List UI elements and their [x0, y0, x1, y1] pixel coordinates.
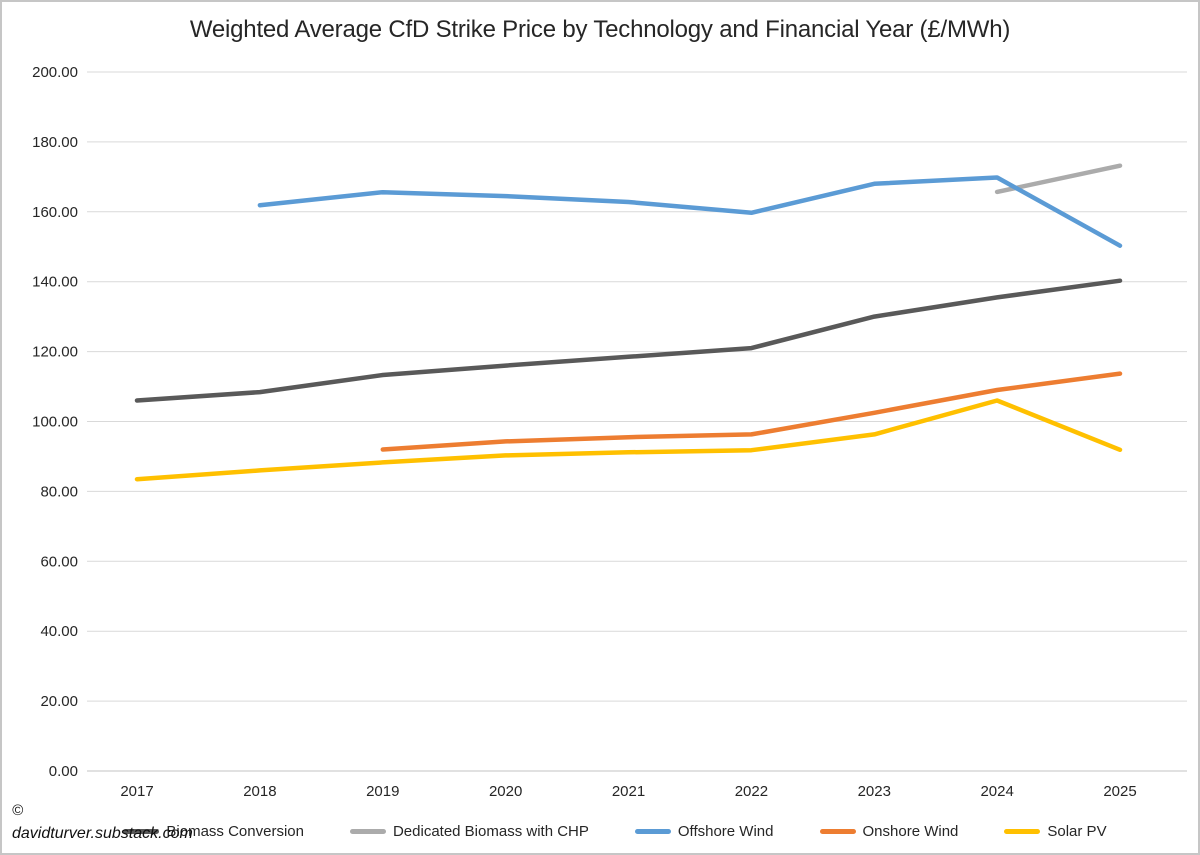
y-tick-label: 100.00	[32, 414, 78, 431]
legend-label: Biomass Conversion	[166, 823, 304, 840]
y-tick-label: 20.00	[40, 693, 78, 710]
series-line-biomass-conversion	[134, 278, 1123, 403]
y-tick-label: 80.00	[40, 483, 78, 500]
y-tick-label: 60.00	[40, 553, 78, 570]
copyright-symbol: ©	[12, 802, 24, 820]
legend-swatch-solar-pv	[1004, 829, 1041, 834]
chart-legend: Biomass Conversion Dedicated Biomass with…	[62, 823, 1168, 840]
series-line-offshore-wind	[257, 175, 1123, 248]
series-line-solar-pv	[134, 398, 1123, 482]
legend-label: Dedicated Biomass with CHP	[392, 823, 589, 840]
legend-label: Solar PV	[1047, 823, 1107, 840]
legend-swatch-dedicated-biomass-with-chp	[349, 829, 386, 834]
y-tick-label: 0.00	[49, 763, 78, 780]
x-tick-label: 2019	[366, 783, 399, 800]
y-tick-label: 120.00	[32, 344, 78, 361]
x-tick-label: 2021	[612, 783, 645, 800]
legend-label: Offshore Wind	[677, 823, 774, 840]
x-tick-label: 2018	[243, 783, 276, 800]
chart-title: Weighted Average CfD Strike Price by Tec…	[189, 16, 1011, 43]
legend-label: Onshore Wind	[862, 823, 959, 840]
y-tick-label: 40.00	[40, 623, 78, 640]
x-tick-label: 2023	[858, 783, 891, 800]
y-tick-label: 200.00	[32, 64, 78, 81]
x-tick-label: 2024	[980, 783, 1013, 800]
watermark: © davidturver.substack.com	[12, 800, 193, 845]
y-tick-label: 140.00	[32, 274, 78, 291]
legend-item-solar-pv: Solar PV	[1004, 823, 1107, 840]
x-tick-label: 2020	[489, 783, 522, 800]
series-line-onshore-wind	[380, 371, 1123, 452]
watermark-site-text: davidturver.substack.com	[12, 824, 193, 842]
x-tick-label: 2025	[1103, 783, 1136, 800]
y-tick-label: 160.00	[32, 204, 78, 221]
x-tick-label: 2022	[735, 783, 768, 800]
legend-item-dedicated-biomass-with-chp: Dedicated Biomass with CHP	[349, 823, 589, 840]
legend-item-biomass-conversion: Biomass Conversion	[123, 823, 304, 840]
legend-item-onshore-wind: Onshore Wind	[819, 823, 959, 840]
legend-swatch-onshore-wind	[819, 829, 856, 834]
legend-item-offshore-wind: Offshore Wind	[634, 823, 774, 840]
y-tick-label: 180.00	[32, 134, 78, 151]
legend-swatch-biomass-conversion	[123, 829, 160, 834]
legend-swatch-offshore-wind	[634, 829, 671, 834]
x-tick-label: 2017	[120, 783, 153, 800]
